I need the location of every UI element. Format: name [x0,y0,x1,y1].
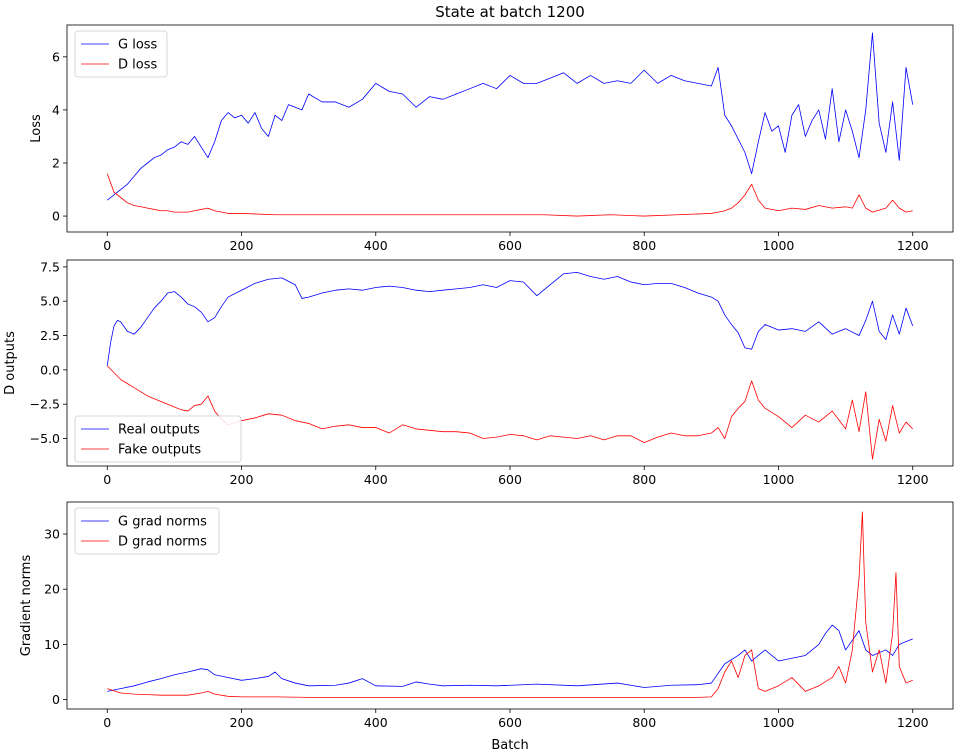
x-axis-label: Batch [491,738,528,753]
legend-frame [74,507,220,555]
y-axis-label: D outputs [3,331,18,395]
y-tick-label: 2 [52,156,60,171]
series-line-g-grad-norms [107,624,913,692]
y-tick-label: 0 [52,692,60,707]
x-tick-label: 1200 [897,472,929,487]
plot-frame [66,259,954,467]
x-tick-label: 1200 [897,238,929,253]
x-tick-label: 400 [364,238,388,253]
y-tick-label: −2.5 [30,397,60,412]
legend-label-d-grad-norms: D grad norms [118,535,207,550]
x-tick-label: 1000 [763,715,795,730]
series-line-fake-outputs [106,365,914,460]
x-tick-label: 800 [632,238,656,253]
x-tick-label: 200 [230,472,254,487]
y-tick-label: 0.0 [40,362,60,377]
loss-panel: 0 200 400 600 800 1000 1200 0 2 4 6 Loss G loss D los… [29,24,954,253]
y-tick-label: 0 [52,209,60,224]
series-line-real-outputs [106,271,914,366]
legend: Real outputs Fake outputs [74,415,242,463]
x-tick-label: 200 [230,715,254,730]
x-tick-label: 400 [364,715,388,730]
legend: G grad norms D grad norms [74,507,220,555]
gradient-norms-panel: 0 200 400 600 800 1000 1200 0 10 20 30 Gradient nor… [19,501,954,730]
x-tick-label: 800 [632,472,656,487]
x-tick-label: 800 [632,715,656,730]
x-tick-label: 600 [498,238,522,253]
series-line-d-grad-norms [107,511,913,698]
y-tick-label: 5.0 [40,294,60,309]
legend-label-real-outputs: Real outputs [118,423,200,438]
series-line-d-loss [106,173,913,217]
x-tick-label: 0 [103,715,111,730]
x-tick-label: 1000 [763,238,795,253]
y-tick-label: 30 [44,527,60,542]
series-line-g-loss [107,32,914,201]
x-tick-label: 200 [230,238,254,253]
y-axis-label: Loss [29,114,44,143]
y-tick-label: −5.0 [30,431,60,446]
chart-title: State at batch 1200 [435,3,585,21]
y-tick-label: 2.5 [40,328,60,343]
legend-frame [74,415,242,463]
y-axis-label: Gradient norms [19,555,34,657]
x-tick-label: 600 [498,715,522,730]
legend-label-d-loss: D loss [118,58,157,73]
x-tick-label: 400 [364,472,388,487]
y-tick-label: 7.5 [40,259,60,274]
legend-frame [74,30,168,78]
y-tick-label: 20 [44,582,60,597]
legend-label-g-grad-norms: G grad norms [118,515,207,530]
legend-label-g-loss: G loss [118,38,158,53]
y-tick-label: 6 [52,49,60,64]
y-tick-label: 10 [44,637,60,652]
legend-label-fake-outputs: Fake outputs [118,443,201,458]
x-tick-label: 600 [498,472,522,487]
x-tick-label: 1000 [763,472,795,487]
d-outputs-panel: 0 200 400 600 800 1000 1200 −5.0 −2.5 0.0 2.5 5.0 7.… [3,259,954,487]
x-tick-label: 1200 [897,715,929,730]
x-tick-label: 0 [103,472,111,487]
x-tick-label: 0 [103,238,111,253]
plot-frame [66,24,954,233]
y-tick-label: 4 [52,102,60,117]
legend: G loss D loss [74,30,168,78]
plot-frame [66,501,954,710]
